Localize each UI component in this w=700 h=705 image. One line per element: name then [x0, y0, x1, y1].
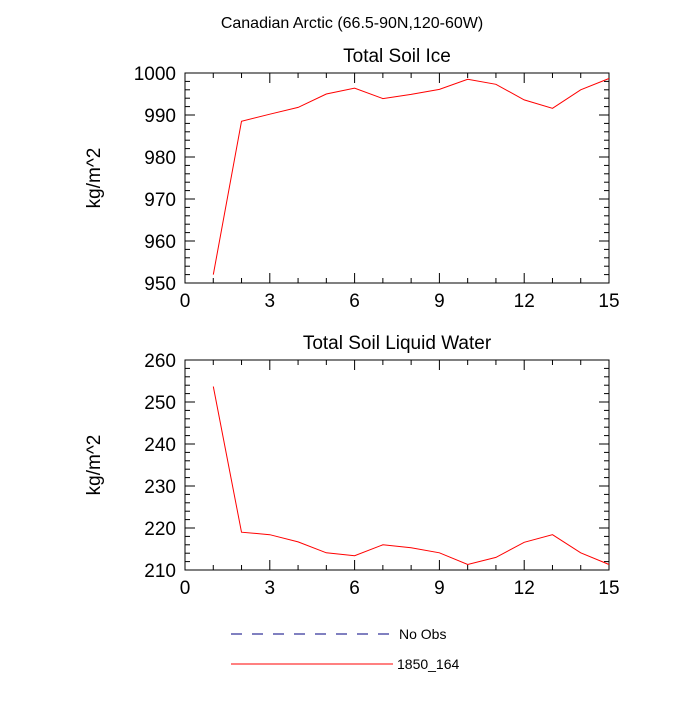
chart-title: Total Soil Liquid Water: [303, 333, 492, 354]
data-point: [353, 87, 356, 90]
data-point: [466, 78, 469, 81]
y-axis-label: kg/m^2: [84, 148, 105, 209]
legend-label-2: 1850_164: [397, 656, 460, 672]
plot-frame: [184, 72, 610, 284]
y-tick-label: 250: [144, 393, 176, 414]
data-point: [523, 98, 526, 101]
data-point: [466, 563, 469, 566]
y-tick-label: 230: [144, 477, 176, 498]
y-tick-label: 970: [144, 190, 176, 211]
x-tick-label: 9: [434, 578, 445, 599]
data-point: [240, 531, 243, 534]
y-tick-label: 260: [144, 351, 176, 372]
figure-title: Canadian Arctic (66.5-90N,120-60W): [221, 15, 483, 32]
x-tick-label: 3: [265, 291, 276, 312]
data-point: [438, 88, 441, 91]
y-tick-label: 980: [144, 148, 176, 169]
data-point: [410, 93, 413, 96]
data-point: [268, 533, 271, 536]
data-point: [608, 563, 611, 566]
data-point: [297, 540, 300, 543]
plot-frame: [184, 359, 610, 571]
x-tick-label: 15: [598, 291, 619, 312]
data-point: [325, 551, 328, 554]
legend: No Obs 1850_164: [231, 626, 460, 672]
x-tick-label: 12: [514, 291, 535, 312]
y-tick-label: 1000: [134, 64, 176, 85]
data-point: [494, 556, 497, 559]
y-tick-label: 220: [144, 519, 176, 540]
data-point: [268, 113, 271, 116]
x-tick-label: 0: [180, 291, 191, 312]
series-line-1: [212, 78, 610, 275]
chart-panel-1: Total Soil Ice kg/m^2 0 3 6 9 12 15 950 960 970 980…: [84, 46, 620, 312]
data-point: [551, 107, 554, 110]
y-tick-label: 210: [144, 561, 176, 582]
data-point: [381, 97, 384, 100]
chart-title: Total Soil Ice: [343, 46, 451, 67]
x-tick-label: 6: [349, 578, 360, 599]
data-point: [212, 273, 215, 276]
chart-panel-2: Total Soil Liquid Water kg/m^2 0 3 6 9 12 15 210…: [84, 333, 620, 599]
x-tick-label: 15: [598, 578, 619, 599]
y-tick-label: 950: [144, 274, 176, 295]
data-point: [353, 554, 356, 557]
data-point: [551, 533, 554, 536]
data-point: [240, 120, 243, 123]
x-tick-label: 12: [514, 578, 535, 599]
data-point: [410, 546, 413, 549]
x-tick-label: 0: [180, 578, 191, 599]
x-tick-label: 9: [434, 291, 445, 312]
legend-label-1: No Obs: [399, 626, 446, 642]
y-axis-label: kg/m^2: [84, 435, 105, 496]
data-point: [608, 77, 611, 80]
series-line-1: [212, 386, 610, 566]
data-point: [494, 83, 497, 86]
data-point: [579, 551, 582, 554]
y-tick-label: 240: [144, 435, 176, 456]
data-point: [438, 551, 441, 554]
data-point: [381, 543, 384, 546]
data-point: [297, 106, 300, 109]
x-tick-label: 3: [265, 578, 276, 599]
data-point: [579, 88, 582, 91]
data-point: [325, 93, 328, 96]
data-point: [212, 385, 215, 388]
x-tick-label: 6: [349, 291, 360, 312]
data-point: [523, 541, 526, 544]
y-tick-label: 960: [144, 232, 176, 253]
y-tick-label: 990: [144, 106, 176, 127]
